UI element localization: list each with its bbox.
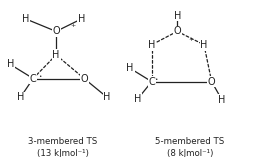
- Text: H: H: [173, 11, 180, 21]
- Text: O: O: [52, 26, 60, 36]
- Text: (8 kJmol⁻¹): (8 kJmol⁻¹): [166, 149, 212, 157]
- Text: (13 kJmol⁻¹): (13 kJmol⁻¹): [36, 149, 88, 157]
- Text: 5-membered TS: 5-membered TS: [155, 137, 224, 146]
- Text: H: H: [22, 14, 29, 24]
- Text: H: H: [217, 95, 225, 105]
- Text: +: +: [70, 23, 75, 28]
- Text: H: H: [7, 59, 14, 69]
- Text: +: +: [187, 37, 193, 42]
- Text: O: O: [80, 73, 88, 84]
- Text: H: H: [103, 92, 110, 102]
- Text: O: O: [173, 26, 180, 36]
- Text: •: •: [154, 77, 157, 82]
- Text: •: •: [38, 74, 41, 79]
- Text: H: H: [200, 40, 207, 50]
- Text: C: C: [30, 73, 36, 84]
- Text: H: H: [52, 50, 59, 60]
- Text: C: C: [148, 77, 154, 87]
- Text: 3-membered TS: 3-membered TS: [28, 137, 97, 146]
- Text: H: H: [17, 92, 24, 102]
- Text: H: H: [78, 14, 85, 24]
- Text: H: H: [126, 63, 133, 73]
- Text: H: H: [134, 94, 141, 104]
- Text: O: O: [207, 77, 215, 87]
- Text: H: H: [148, 40, 155, 50]
